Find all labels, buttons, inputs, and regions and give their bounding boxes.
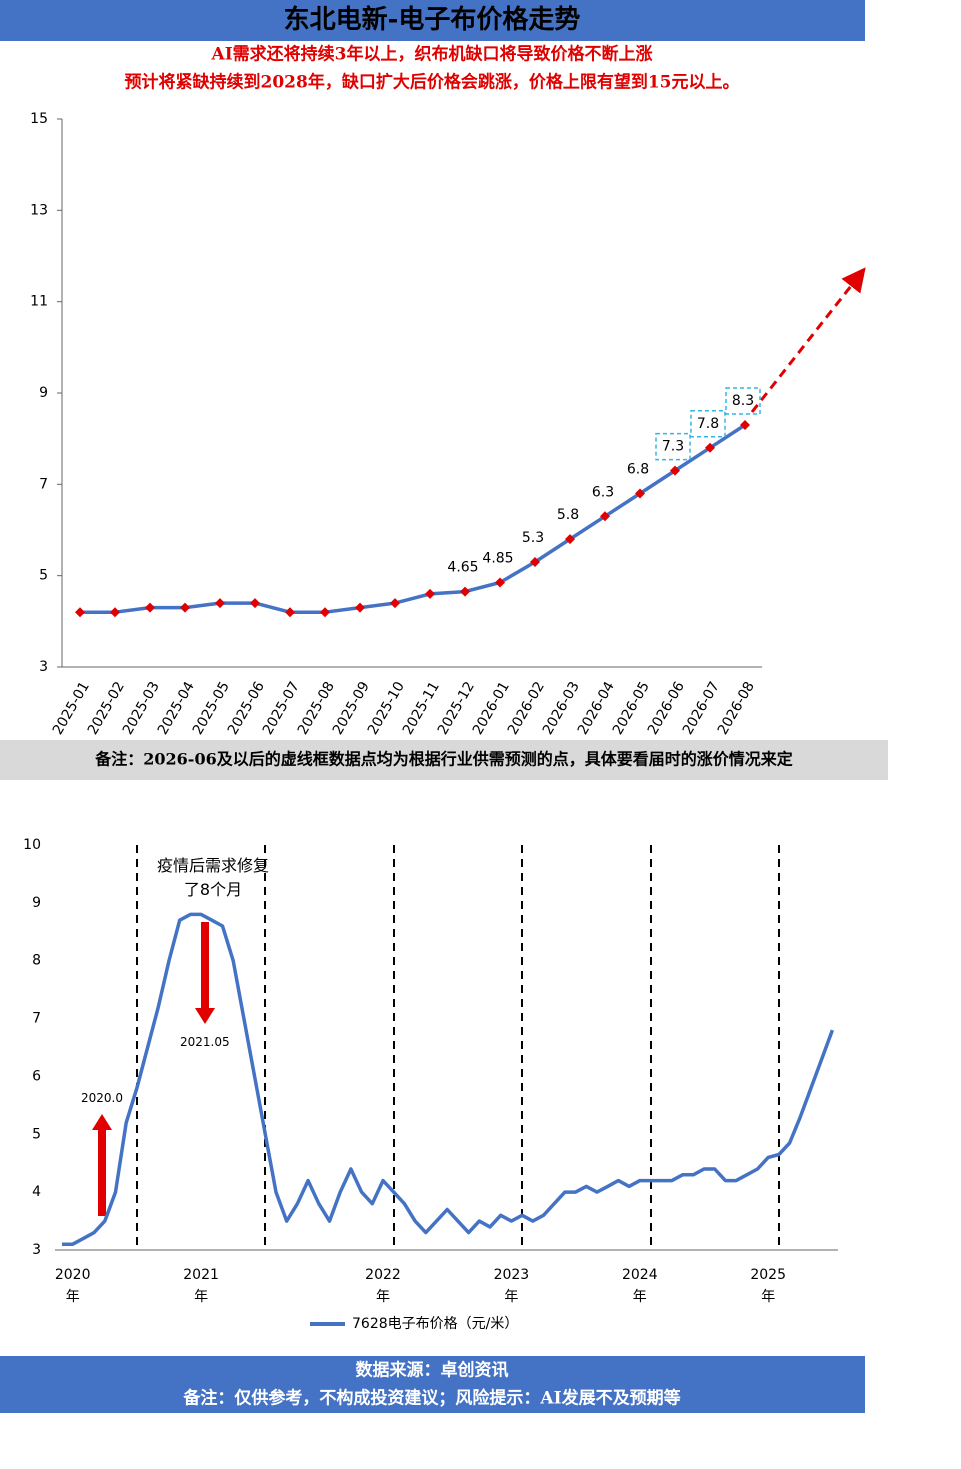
- subtitle: 预计将紧缺持续到2028年，缺口扩大后价格会跳涨，价格上限有望到15元以上。: [125, 72, 740, 93]
- x-tick-label: 2021年: [183, 1267, 219, 1305]
- footer-source: 数据来源：卓创资讯: [356, 1360, 509, 1381]
- trend-arrow: [750, 267, 866, 413]
- y-tick-label: 11: [30, 294, 48, 310]
- footer-bar: [0, 1356, 865, 1413]
- note-bar: [0, 740, 888, 780]
- y-tick-label: 7: [32, 1011, 41, 1027]
- point-marker: [180, 602, 190, 613]
- x-tick-label: 2025年: [750, 1267, 786, 1305]
- forecast-box: [690, 410, 726, 438]
- data-label: 8.3: [732, 393, 754, 409]
- point-marker: [285, 607, 295, 618]
- title-bar: [0, 0, 865, 41]
- red-arrows: [92, 922, 215, 1216]
- data-label: 7.3: [662, 439, 684, 455]
- y-tick-label: 13: [30, 202, 48, 218]
- y-tick-label: 3: [32, 1242, 41, 1258]
- x-tick-label: 2023年: [493, 1267, 530, 1305]
- title: 东北电新-电子布价格走势: [284, 4, 581, 35]
- x-tick-label: 2022年: [365, 1267, 401, 1305]
- point-marker: [530, 556, 540, 567]
- subtitle: AI需求还将持续3年以上，织布机缺口将导致价格不断上涨: [211, 44, 653, 65]
- point-marker: [565, 534, 575, 545]
- forecast-box: [655, 432, 691, 461]
- year-dividers: [136, 845, 780, 1250]
- point-marker: [110, 607, 120, 618]
- point-marker: [740, 419, 750, 430]
- point-marker: [705, 442, 715, 453]
- y-tick-label: 10: [23, 837, 41, 853]
- y-tick-label: 4: [32, 1184, 41, 1200]
- y-tick-label: 3: [39, 659, 48, 675]
- annotation: 疫情后需求修复了8个月: [156, 856, 269, 899]
- data-label: 6.3: [592, 484, 614, 500]
- point-marker: [355, 602, 365, 613]
- y-tick-label: 5: [39, 568, 48, 584]
- data-label: 6.8: [627, 461, 649, 477]
- point-marker: [145, 602, 155, 613]
- x-tick-label: 2020年: [54, 1267, 91, 1305]
- y-tick-label: 8: [32, 953, 41, 969]
- annotation: 2021.05: [180, 1035, 230, 1049]
- data-label: 5.8: [557, 507, 579, 523]
- data-label: 4.85: [482, 551, 513, 567]
- point-marker: [425, 588, 435, 599]
- y-tick-label: 9: [32, 895, 41, 911]
- y-tick-label: 5: [32, 1126, 41, 1142]
- point-marker: [670, 465, 680, 476]
- point-marker: [600, 511, 610, 522]
- point-marker: [75, 607, 85, 618]
- footer-disclaimer: 备注：仅供参考，不构成投资建议；风险提示：AI发展不及预期等: [182, 1388, 680, 1409]
- point-marker: [635, 488, 645, 499]
- point-marker: [460, 586, 470, 597]
- legend-label: 7628电子布价格（元/米）: [352, 1316, 518, 1332]
- point-marker: [250, 598, 260, 609]
- data-label: 4.65: [447, 560, 478, 576]
- y-tick-label: 15: [30, 111, 48, 127]
- y-tick-label: 9: [39, 385, 48, 401]
- point-marker: [390, 598, 400, 609]
- price-line: [80, 423, 746, 614]
- point-marker: [215, 598, 225, 609]
- y-tick-label: 6: [32, 1068, 41, 1084]
- y-tick-label: 7: [39, 476, 48, 492]
- forecast-box: [725, 387, 761, 415]
- annotation: 2020.0: [81, 1091, 123, 1105]
- x-tick-label: 2024年: [621, 1267, 658, 1305]
- note: 备注：2026-06及以后的虚线框数据点均为根据行业供需预测的点，具体要看届时的…: [94, 750, 792, 769]
- data-label: 7.8: [697, 416, 719, 432]
- data-label: 5.3: [522, 530, 544, 546]
- price-line: [62, 912, 835, 1246]
- point-marker: [320, 607, 330, 618]
- point-marker: [495, 577, 505, 588]
